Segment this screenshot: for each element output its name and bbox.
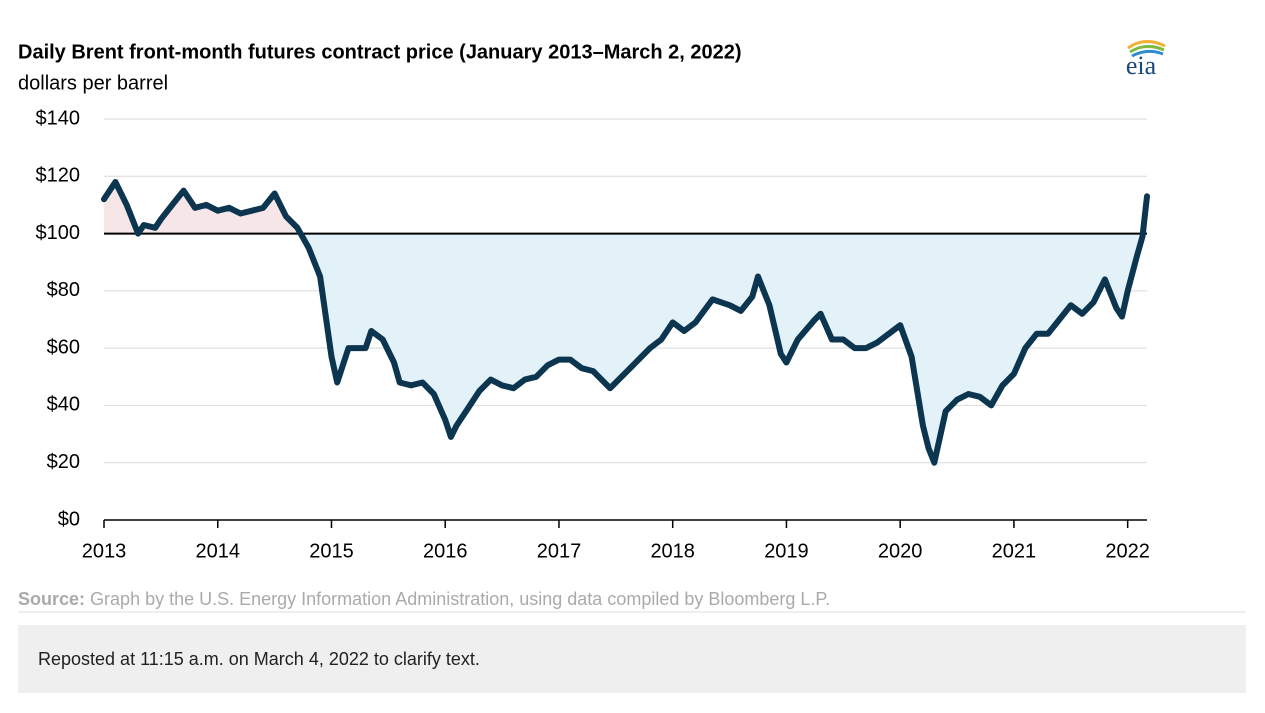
y-tick-label: $140: [36, 107, 81, 129]
logo: eia: [1126, 51, 1157, 80]
y-tick-label: $0: [58, 508, 80, 530]
source-text: Graph by the U.S. Energy Information Adm…: [90, 589, 830, 609]
x-tick-label: 2020: [878, 540, 923, 562]
x-tick-label: 2014: [195, 540, 240, 562]
logo-mark: [1127, 40, 1166, 58]
x-tick-label: 2017: [537, 540, 582, 562]
x-tick-label: 2018: [650, 540, 695, 562]
chart-title: Daily Brent front-month futures contract…: [18, 41, 742, 63]
x-tick-label: 2019: [764, 540, 809, 562]
y-tick-label: $100: [36, 222, 81, 244]
x-tick-label: 2015: [309, 540, 354, 562]
x-tick-label: 2016: [423, 540, 468, 562]
area-above: [104, 182, 1147, 234]
x-tick-label: 2013: [82, 540, 127, 562]
note: Reposted at 11:15 a.m. on March 4, 2022 …: [38, 649, 480, 669]
y-tick-label: $60: [47, 336, 80, 358]
source: Source: Graph by the U.S. Energy Informa…: [18, 589, 830, 609]
chart-subtitle: dollars per barrel: [18, 72, 168, 94]
y-tick-label: $40: [47, 394, 80, 416]
chart: Daily Brent front-month futures contract…: [18, 40, 1246, 613]
y-tick-label: $120: [36, 165, 81, 187]
source-label: Source:: [18, 589, 85, 609]
x-tick-label: 2022: [1105, 540, 1150, 562]
y-tick-label: $80: [47, 279, 80, 301]
x-tick-label: 2021: [992, 540, 1037, 562]
line: [101, 179, 1150, 466]
note-box: Reposted at 11:15 a.m. on March 4, 2022 …: [18, 625, 1246, 693]
y-tick-label: $20: [47, 451, 80, 473]
area-below: [138, 233, 1143, 463]
